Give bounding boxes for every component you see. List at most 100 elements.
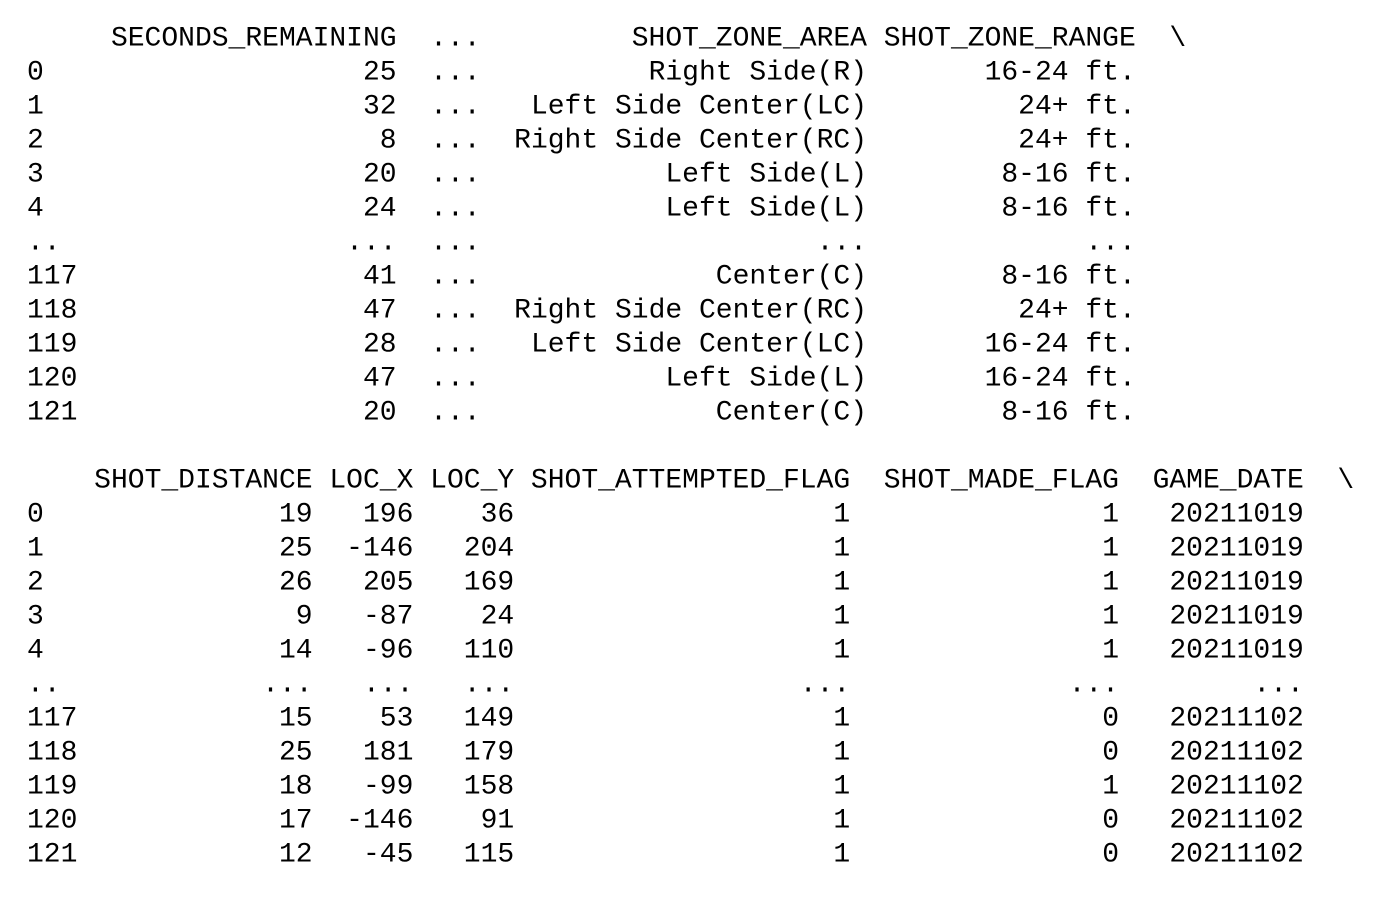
cell: 1 (833, 703, 850, 734)
cell: Left Side Center(LC) (531, 91, 867, 122)
row-index: 117 (27, 703, 77, 734)
cell: 1 (1102, 499, 1119, 530)
cell: 20211019 (1169, 567, 1303, 598)
cell: 8-16 ft. (1001, 193, 1135, 224)
column-header: LOC_Y (430, 465, 514, 496)
cell: 25 (279, 737, 313, 768)
cell: ... (464, 669, 514, 700)
cell: 1 (833, 839, 850, 870)
row-index: 0 (27, 499, 44, 530)
cell: 24+ ft. (1018, 125, 1136, 156)
cell: Left Side(L) (665, 193, 867, 224)
row-index: 118 (27, 737, 77, 768)
cell: 1 (1102, 567, 1119, 598)
row-index: 0 (27, 57, 44, 88)
cell: 20211102 (1169, 839, 1303, 870)
column-header: SHOT_ATTEMPTED_FLAG (531, 465, 850, 496)
cell: 18 (279, 771, 313, 802)
column-header: SHOT_ZONE_RANGE (884, 23, 1136, 54)
cell: 204 (464, 533, 514, 564)
cell: ... (430, 159, 480, 190)
cell: 15 (279, 703, 313, 734)
cell: 1 (833, 601, 850, 632)
cell: 53 (380, 703, 414, 734)
cell: 181 (363, 737, 413, 768)
cell: 26 (279, 567, 313, 598)
cell: Left Side Center(LC) (531, 329, 867, 360)
cell: -146 (346, 533, 413, 564)
cell: 0 (1102, 805, 1119, 836)
cell: Right Side Center(RC) (514, 125, 867, 156)
cell: Left Side(L) (665, 159, 867, 190)
cell: 24+ ft. (1018, 91, 1136, 122)
cell: 25 (279, 533, 313, 564)
cell: ... (430, 227, 480, 258)
row-index: .. (27, 669, 61, 700)
cell: Center(C) (716, 397, 867, 428)
cell: Right Side Center(RC) (514, 295, 867, 326)
column-header: LOC_X (329, 465, 413, 496)
cell: 20211102 (1169, 737, 1303, 768)
column-header: ... (430, 23, 480, 54)
cell: Left Side(L) (665, 363, 867, 394)
cell: 149 (464, 703, 514, 734)
cell: 28 (363, 329, 397, 360)
cell: 20211102 (1169, 703, 1303, 734)
cell: 9 (296, 601, 313, 632)
cell: 24 (363, 193, 397, 224)
cell: 1 (833, 635, 850, 666)
cell: 91 (481, 805, 515, 836)
cell: 110 (464, 635, 514, 666)
cell: ... (430, 329, 480, 360)
row-index: .. (27, 227, 61, 258)
column-header: SHOT_DISTANCE (94, 465, 312, 496)
cell: Center(C) (716, 261, 867, 292)
cell: -146 (346, 805, 413, 836)
cell: 0 (1102, 703, 1119, 734)
cell: 20211102 (1169, 805, 1303, 836)
cell: ... (430, 261, 480, 292)
cell: ... (430, 295, 480, 326)
row-index: 4 (27, 635, 44, 666)
cell: ... (430, 125, 480, 156)
cell: 19 (279, 499, 313, 530)
cell: 0 (1102, 737, 1119, 768)
row-index: 121 (27, 397, 77, 428)
row-index: 119 (27, 329, 77, 360)
cell: 47 (363, 295, 397, 326)
cell: 14 (279, 635, 313, 666)
cell: 47 (363, 363, 397, 394)
cell: 12 (279, 839, 313, 870)
cell: 1 (833, 805, 850, 836)
row-index: 3 (27, 601, 44, 632)
continuation-mark: \ (1337, 465, 1354, 496)
column-header: GAME_DATE (1153, 465, 1304, 496)
cell: ... (430, 91, 480, 122)
cell: ... (363, 669, 413, 700)
cell: 17 (279, 805, 313, 836)
cell: 20 (363, 397, 397, 428)
row-index: 3 (27, 159, 44, 190)
cell: 169 (464, 567, 514, 598)
cell: ... (430, 363, 480, 394)
cell: 179 (464, 737, 514, 768)
cell: 0 (1102, 839, 1119, 870)
cell: 1 (833, 533, 850, 564)
cell: 1 (1102, 601, 1119, 632)
cell: -99 (363, 771, 413, 802)
cell: 1 (1102, 533, 1119, 564)
cell: 8 (380, 125, 397, 156)
row-index: 120 (27, 363, 77, 394)
cell: ... (430, 397, 480, 428)
cell: 158 (464, 771, 514, 802)
cell: 20211019 (1169, 499, 1303, 530)
cell: ... (800, 669, 850, 700)
row-index: 2 (27, 125, 44, 156)
cell: ... (430, 193, 480, 224)
cell: 16-24 ft. (985, 57, 1136, 88)
cell: -87 (363, 601, 413, 632)
continuation-mark: \ (1169, 23, 1186, 54)
cell: 205 (363, 567, 413, 598)
cell: 20211102 (1169, 771, 1303, 802)
row-index: 4 (27, 193, 44, 224)
